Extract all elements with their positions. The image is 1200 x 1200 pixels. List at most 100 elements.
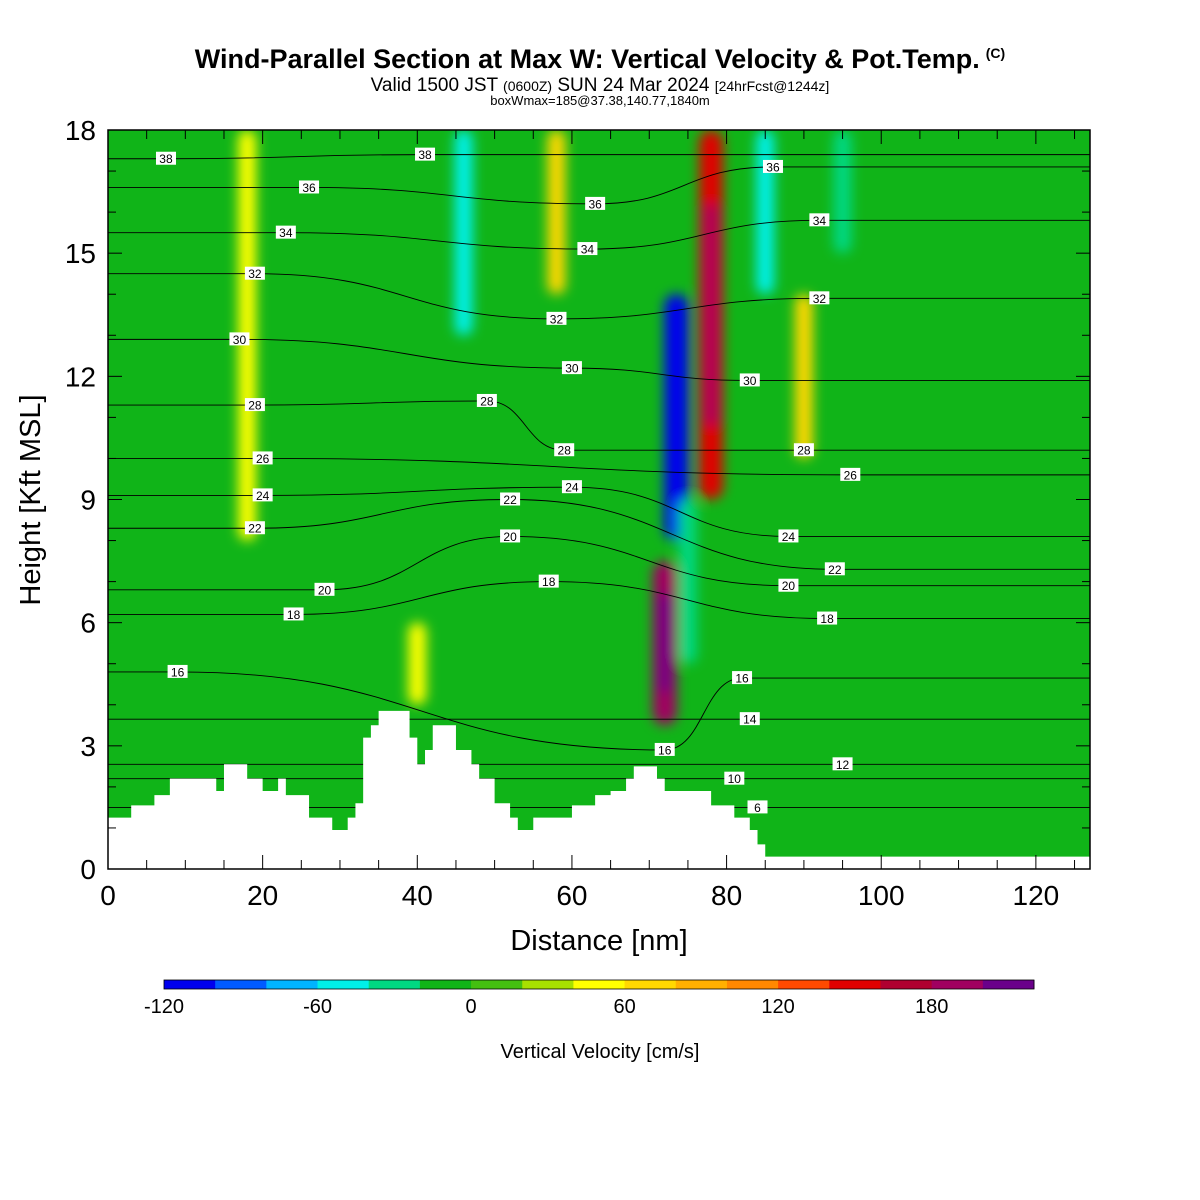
colorbar-segment [931,980,984,989]
y-tick-label: 0 [80,854,96,885]
y-tick-label: 15 [65,238,96,269]
contour-label: 34 [581,243,595,257]
colorbar-tick-label: 0 [465,996,476,1018]
contour-label: 34 [813,214,827,228]
velocity-feature [547,130,566,295]
contour-label: 18 [820,612,834,626]
colorbar-tick-label: 120 [761,996,794,1018]
contour-label: 36 [588,197,602,211]
contour-label: 6 [754,801,761,815]
colorbar-segment [215,980,267,989]
theta-contour-line [108,457,1090,476]
contour-label-bg [577,242,598,256]
contour-label-bg [500,529,521,543]
contour-label-bg [167,664,188,678]
chart-subtitle-box: boxWmax=185@37.38,140.77,1840m [490,93,710,108]
chart-subtitle-valid: Valid 1500 JST (0600Z) SUN 24 Mar 2024 [… [370,75,830,96]
contour-label-bg [299,180,320,194]
contour-label: 34 [279,226,293,240]
colorbar-segment [164,980,216,989]
colorbar-segment [573,980,626,989]
y-tick-label: 12 [65,361,96,392]
velocity-core [705,203,717,426]
contour-label-bg [252,451,273,465]
contour-label-bg [739,373,760,387]
theta-contour-line [108,581,1090,620]
contour-label: 30 [743,374,757,388]
contour-label: 32 [550,312,564,326]
copyright-mark: (C) [985,45,1006,61]
contour-label-bg [554,443,575,457]
x-tick-label: 120 [1013,880,1060,911]
contour-label-bg [476,393,497,407]
colorbar-tick-label: -120 [144,996,184,1018]
colorbar-segment [778,980,830,989]
contour-label: 28 [248,399,262,413]
contour-label: 38 [159,152,173,166]
contour-label: 32 [248,267,262,281]
contour-label-bg [500,492,521,506]
contour-label-bg [283,607,304,621]
contour-label: 16 [658,743,672,757]
contour-label-bg [778,578,799,592]
contour-label: 20 [782,579,796,593]
x-tick-label: 60 [556,880,587,911]
contour-label-bg [762,159,783,173]
contour-label-bg [732,671,753,685]
theta-contour-line [108,486,1090,537]
contour-label: 22 [248,522,262,536]
contour-label-bg [244,521,265,535]
contour-label: 18 [542,575,556,589]
contour-label-bg [546,311,567,325]
contour-label-bg [561,480,582,494]
contour-label-bg [244,398,265,412]
contour-label-bg [778,529,799,543]
contour-label-bg [654,742,675,756]
contour-label: 14 [743,713,757,727]
velocity-feature [833,130,852,254]
contour-label-bg [739,712,760,726]
velocity-feature [454,130,473,336]
contour-label: 10 [728,772,742,786]
velocity-feature [678,499,697,664]
x-axis: 0 20 40 60 80 100 120 [100,130,1076,911]
contour-label-bg [415,147,436,161]
colorbar-segment [624,980,677,989]
colorbar: -120 -60 0 60 120 180 [144,979,1035,1018]
colorbar-segment [317,980,370,989]
plot-area: 6 10 12 14 16 16 16 18 18 18 20 20 20 22 22 22 24 24 24 26 2… [108,130,1090,869]
contour-label-bg [817,611,838,625]
terrain [108,710,1090,869]
contour-label: 18 [287,608,301,622]
velocity-core [659,593,671,693]
contour-label: 36 [766,160,780,174]
x-tick-label: 20 [247,880,278,911]
contour-label: 20 [503,530,517,544]
colorbar-label: Vertical Velocity [cm/s] [501,1041,700,1063]
contour-label-bg [155,151,176,165]
theta-contour-labels: 6 10 12 14 16 16 16 18 18 18 20 20 20 22 22 22 24 24 24 26 2… [155,147,861,815]
colorbar-segment [368,980,421,989]
colorbar-segment [880,980,933,989]
contour-label-bg [314,582,335,596]
contour-label-bg [585,196,606,210]
theta-contour-line [108,535,1090,591]
contour-label: 28 [558,444,572,458]
velocity-field [238,130,852,726]
y-tick-label: 6 [80,608,96,639]
x-axis-label: Distance [nm] [510,925,687,957]
contour-label: 26 [844,468,858,482]
contour-label: 16 [735,672,749,686]
colorbar-segment [471,980,523,989]
x-tick-label: 40 [402,880,433,911]
theta-contour-line [108,499,1090,570]
contour-label-bg [252,488,273,502]
contour-label: 36 [302,181,316,195]
colorbar-tick-label: 60 [613,996,635,1018]
contour-label-bg [824,562,845,576]
contour-label: 32 [813,292,827,306]
velocity-core [670,343,682,492]
y-axis-label: Height [Kft MSL] [15,394,47,605]
contour-label: 22 [828,563,842,577]
y-tick-label: 18 [65,115,96,146]
